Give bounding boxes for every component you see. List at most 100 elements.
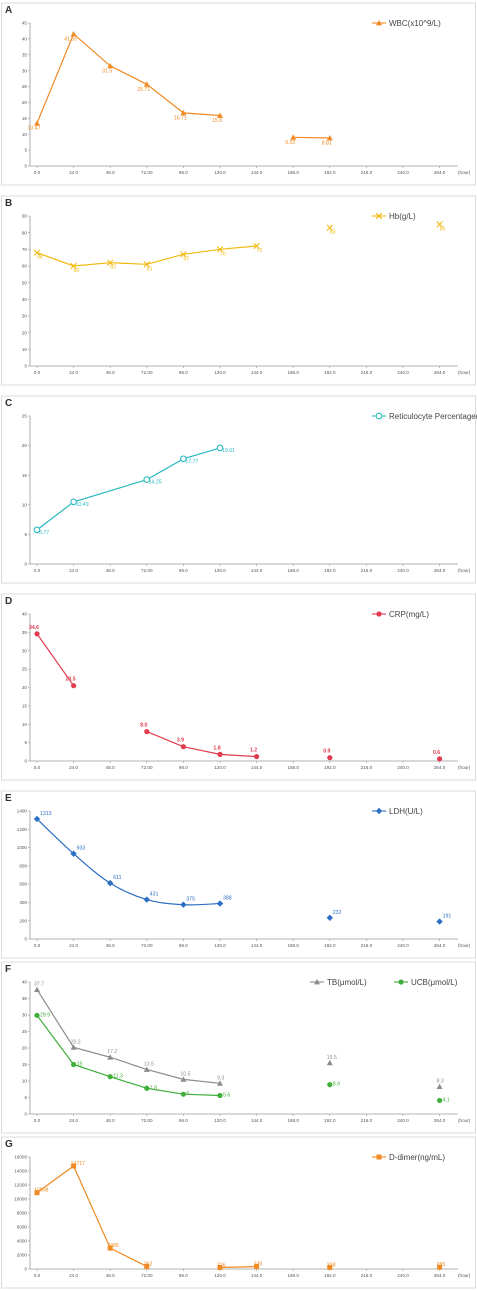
legend-label: UCB(μmol/L) xyxy=(411,978,458,987)
y-tick-label: 10 xyxy=(22,1079,28,1084)
x-unit-label: (hour) xyxy=(458,765,471,770)
data-label: 25.71 xyxy=(137,87,150,93)
data-point xyxy=(107,1054,114,1060)
x-tick-label: 24.0 xyxy=(69,1273,78,1278)
panel-letter: G xyxy=(5,1139,13,1150)
data-point xyxy=(34,1012,40,1018)
data-label: 17.77 xyxy=(185,459,198,465)
chart-panel-b: B 0 10 20 30 40 50 60 70 80 90 0.0 24.0 48.0 72.00 96.0… xyxy=(1,195,476,386)
data-label: 0.6 xyxy=(433,750,440,756)
data-label: 1.8 xyxy=(213,745,220,751)
y-tick-label: 35 xyxy=(22,996,28,1001)
data-point xyxy=(107,879,114,887)
y-tick-label: 600 xyxy=(19,882,27,887)
data-label: 10.5 xyxy=(180,1071,190,1077)
x-tick-label: 120.0 xyxy=(214,370,226,375)
data-point xyxy=(327,1264,333,1270)
x-tick-label: 264.0 xyxy=(434,943,446,948)
data-point xyxy=(144,1263,150,1269)
x-tick-label: 264.0 xyxy=(434,1118,446,1123)
y-tick-label: 5 xyxy=(24,532,27,537)
data-point xyxy=(437,1097,443,1104)
x-unit-label: (hour) xyxy=(458,568,471,573)
data-label: 228 xyxy=(327,1262,336,1268)
x-tick-label: 24.0 xyxy=(69,943,78,948)
series-line xyxy=(36,32,221,124)
y-tick-label: 10 xyxy=(22,347,28,352)
y-tick-label: 45 xyxy=(22,21,28,26)
data-point xyxy=(143,1066,150,1072)
chart-panel-a: A 0 5 10 15 20 25 30 35 40 45 0.0 24.0 48.0 72.00 96.0 1… xyxy=(1,2,476,186)
y-tick-label: 60 xyxy=(22,264,28,269)
data-point xyxy=(326,135,333,141)
x-tick-label: 240.0 xyxy=(397,943,409,948)
legend-entry: TB(μmol/L) xyxy=(310,978,367,987)
series-line xyxy=(36,1165,148,1268)
x-tick-label: 48.0 xyxy=(106,1273,115,1278)
data-label: 375 xyxy=(186,897,195,903)
x-unit-label: (hour) xyxy=(458,1118,471,1123)
x-tick-label: 48.0 xyxy=(106,170,115,175)
data-label: 8.0 xyxy=(140,723,147,729)
x-tick-label: 144.0 xyxy=(251,170,263,175)
y-tick-label: 35 xyxy=(22,52,28,57)
data-label: 191 xyxy=(443,914,452,920)
series-line xyxy=(293,136,330,139)
x-unit-label: (hour) xyxy=(458,370,471,375)
data-label: 62 xyxy=(110,265,116,271)
y-tick-label: 30 xyxy=(22,648,28,653)
data-point xyxy=(180,1091,186,1097)
data-series: 13.47 41.55 31.5 25.71 16.71 15.9 9.02 8.81 xyxy=(28,30,333,147)
y-tick-label: 40 xyxy=(22,297,28,302)
x-tick-label: 144.0 xyxy=(251,568,263,573)
chart-panel-c: C 0 5 10 15 20 25 0.0 24.0 48.0 72.00 96.0 120.0 144.… xyxy=(1,395,477,584)
y-tick-label: 70 xyxy=(22,247,28,252)
data-point xyxy=(143,896,150,903)
x-tick-label: 144.0 xyxy=(251,943,263,948)
y-tick-label: 8000 xyxy=(17,1211,28,1216)
x-unit-label: (hour) xyxy=(458,1273,471,1278)
legend-marker-icon xyxy=(376,611,382,617)
y-tick-label: 0 xyxy=(24,364,27,369)
data-label: 16.71 xyxy=(174,115,187,121)
x-tick-label: 96.0 xyxy=(179,170,188,175)
y-tick-label: 15 xyxy=(22,1062,28,1067)
legend-entry: Reticulocyte Percentage(%) xyxy=(372,412,477,421)
x-tick-label: 72.00 xyxy=(141,1273,153,1278)
x-tick-label: 48.0 xyxy=(106,943,115,948)
y-tick-label: 10 xyxy=(22,502,28,507)
x-tick-label: 264.0 xyxy=(434,170,446,175)
x-tick-label: 216.0 xyxy=(361,1273,373,1278)
data-point xyxy=(180,109,187,116)
data-label: 15.5 xyxy=(327,1055,337,1061)
series-line xyxy=(36,633,75,687)
x-tick-label: 144.0 xyxy=(251,765,263,770)
y-tick-label: 10000 xyxy=(14,1197,27,1202)
x-tick-label: 96.0 xyxy=(179,1118,188,1123)
data-label: 611 xyxy=(113,875,121,881)
x-tick-label: 216.0 xyxy=(361,1118,373,1123)
data-point xyxy=(217,112,223,118)
data-label: 5.77 xyxy=(39,530,49,536)
data-point xyxy=(33,526,41,534)
x-tick-label: 192.0 xyxy=(324,765,336,770)
legend-entry: D-dimer(ng/mL) xyxy=(372,1153,445,1162)
series-line xyxy=(219,1265,257,1269)
panel-frame xyxy=(1,593,476,781)
data-label: 5.6 xyxy=(223,1093,230,1099)
data-label: 232 xyxy=(333,910,342,916)
panel-frame xyxy=(1,2,476,186)
data-label: 14717 xyxy=(71,1161,86,1167)
chart-panel-f: F 0 5 10 15 20 25 30 35 40 0.0 24.0 48.0 72.00 96.0 120… xyxy=(1,961,476,1134)
legend-marker-icon xyxy=(376,1154,382,1160)
x-tick-label: 72.00 xyxy=(141,943,153,948)
y-tick-label: 14000 xyxy=(14,1169,27,1174)
x-tick-label: 192.0 xyxy=(324,1118,336,1123)
data-point xyxy=(217,1080,223,1086)
x-tick-label: 0.0 xyxy=(34,765,41,770)
series-line xyxy=(146,731,257,758)
panel-frame xyxy=(1,195,476,386)
data-point xyxy=(436,221,443,228)
data-label: 1.2 xyxy=(250,748,257,754)
y-tick-label: 40 xyxy=(22,36,28,41)
